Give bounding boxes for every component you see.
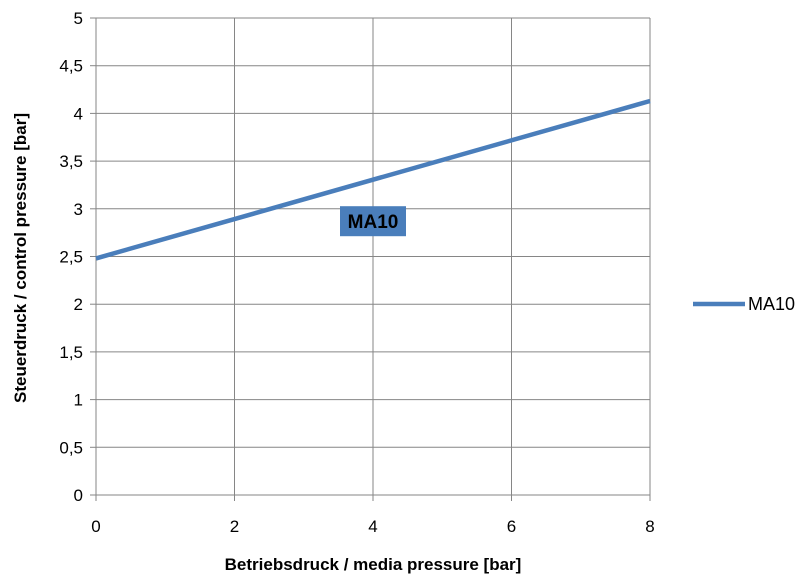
annotations-group: MA10: [340, 206, 406, 237]
y-tick-label: 5: [74, 9, 83, 28]
series-line-ma10: [95, 98, 651, 261]
x-axis-title: Betriebsdruck / media pressure [bar]: [225, 555, 522, 574]
legend: MA10: [693, 294, 795, 314]
y-tick-label: 2: [74, 295, 83, 314]
y-tick-label: 1: [74, 391, 83, 410]
y-axis-ticks: 0 0,5 1 1,5 2 2,5 3 3,5 4 4,5 5: [59, 9, 96, 505]
y-axis-title: Steuerdruck / control pressure [bar]: [11, 113, 30, 403]
y-tick-label: 3: [74, 200, 83, 219]
x-axis-ticks: 0 2 4 6 8: [91, 495, 655, 536]
y-tick-label: 2,5: [59, 248, 83, 267]
x-tick-label: 8: [645, 517, 654, 536]
y-tick-label: 4,5: [59, 57, 83, 76]
annotation-label: MA10: [348, 212, 399, 233]
x-tick-label: 6: [507, 517, 516, 536]
x-tick-label: 0: [91, 517, 100, 536]
annotation-box: [340, 206, 406, 237]
y-tick-label: 0: [74, 486, 83, 505]
y-tick-label: 4: [74, 104, 83, 123]
y-tick-label: 3,5: [59, 152, 83, 171]
legend-label-ma10: MA10: [748, 294, 795, 314]
series-group: [95, 98, 651, 261]
x-tick-label: 2: [230, 517, 239, 536]
x-tick-label: 4: [368, 517, 377, 536]
y-tick-label: 0,5: [59, 438, 83, 457]
y-tick-label: 1,5: [59, 343, 83, 362]
